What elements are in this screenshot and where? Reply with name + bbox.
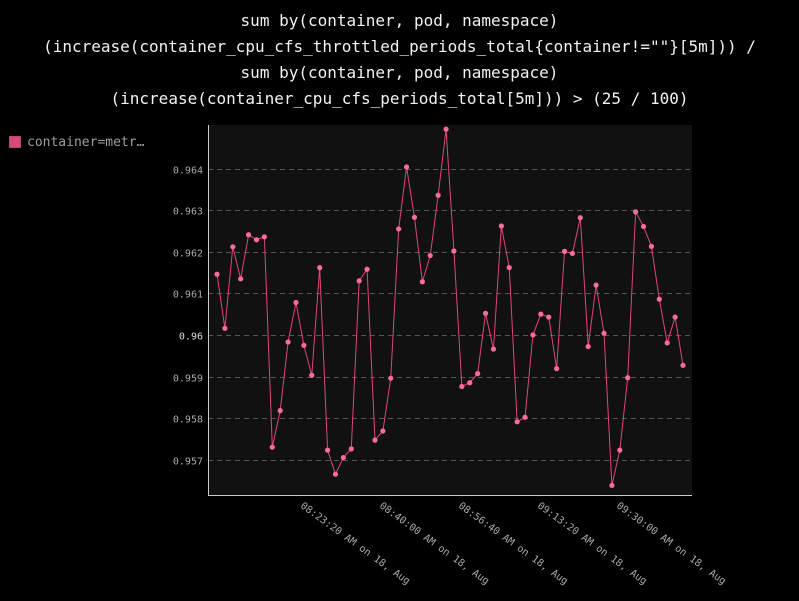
data-point[interactable]: [435, 192, 441, 198]
y-tick-label: 0.96: [179, 332, 203, 343]
data-point[interactable]: [593, 282, 599, 288]
y-tick-label: 0.964: [173, 166, 203, 177]
data-point[interactable]: [577, 215, 583, 221]
data-point[interactable]: [514, 419, 520, 425]
y-tick-label: 0.961: [173, 290, 203, 301]
data-point[interactable]: [261, 234, 267, 240]
data-point[interactable]: [672, 314, 678, 320]
data-point[interactable]: [585, 343, 591, 350]
data-point[interactable]: [285, 339, 291, 345]
y-tick-label: 0.958: [173, 415, 203, 426]
legend-swatch: [9, 136, 21, 148]
data-point[interactable]: [640, 223, 647, 230]
data-point[interactable]: [617, 447, 623, 453]
y-tick-label: 0.962: [173, 249, 203, 260]
chart-title-line-3: sum by(container, pod, namespace): [240, 63, 559, 82]
data-point[interactable]: [490, 346, 497, 352]
y-axis-ticks: 0.957 0.958 0.959 0.96 0.961 0.962 0.963 0.964: [173, 166, 203, 468]
series-line: [216, 129, 684, 486]
data-point[interactable]: [546, 314, 552, 320]
data-point[interactable]: [317, 265, 323, 271]
data-point[interactable]: [475, 371, 481, 377]
data-point[interactable]: [245, 232, 252, 238]
data-point[interactable]: [609, 482, 615, 489]
data-point[interactable]: [372, 437, 378, 443]
data-point[interactable]: [238, 276, 244, 282]
plot-background: [208, 125, 692, 495]
y-tick-label: 0.957: [173, 457, 203, 468]
data-point[interactable]: [293, 299, 299, 306]
data-point[interactable]: [324, 447, 331, 453]
axes: [208, 125, 692, 496]
data-point[interactable]: [253, 237, 260, 243]
data-point[interactable]: [427, 252, 433, 259]
data-point[interactable]: [443, 126, 449, 132]
data-point[interactable]: [530, 332, 536, 338]
data-point[interactable]: [277, 408, 283, 414]
data-point[interactable]: [332, 471, 339, 477]
data-point[interactable]: [467, 380, 473, 386]
data-point[interactable]: [356, 278, 362, 284]
data-point[interactable]: [656, 296, 662, 302]
legend-label: container=metr…: [27, 134, 145, 150]
data-point[interactable]: [396, 226, 402, 232]
data-point[interactable]: [538, 311, 544, 317]
data-point[interactable]: [309, 372, 315, 378]
data-point[interactable]: [451, 248, 457, 254]
data-point[interactable]: [301, 342, 307, 348]
chart-title-line-1: sum by(container, pod, namespace): [240, 11, 559, 30]
data-point[interactable]: [222, 325, 228, 331]
data-point[interactable]: [506, 265, 512, 271]
chart-title-line-2: (increase(container_cpu_cfs_throttled_pe…: [43, 37, 756, 56]
data-point[interactable]: [482, 310, 489, 316]
data-point[interactable]: [569, 250, 576, 257]
data-point[interactable]: [554, 366, 560, 372]
data-point[interactable]: [230, 244, 236, 250]
data-point[interactable]: [380, 428, 386, 434]
data-point[interactable]: [459, 383, 465, 390]
data-point[interactable]: [403, 164, 410, 170]
series: [214, 126, 686, 489]
data-point[interactable]: [601, 330, 607, 336]
data-point[interactable]: [648, 243, 655, 249]
data-point[interactable]: [498, 223, 504, 229]
y-tick-label: 0.959: [173, 374, 203, 385]
data-point[interactable]: [419, 279, 425, 285]
data-point[interactable]: [348, 446, 354, 452]
data-point[interactable]: [269, 444, 275, 450]
data-point[interactable]: [664, 340, 670, 346]
data-point[interactable]: [522, 414, 528, 420]
data-point[interactable]: [214, 271, 220, 277]
data-point[interactable]: [561, 248, 568, 254]
data-point[interactable]: [411, 214, 418, 220]
chart-title-line-4: (increase(container_cpu_cfs_periods_tota…: [110, 89, 689, 108]
y-tick-label: 0.963: [173, 207, 203, 218]
legend[interactable]: container=metr…: [9, 133, 144, 151]
data-point[interactable]: [680, 362, 686, 368]
data-point[interactable]: [388, 375, 394, 381]
data-point[interactable]: [364, 266, 370, 272]
data-point[interactable]: [340, 454, 346, 461]
data-point[interactable]: [633, 209, 639, 215]
data-point[interactable]: [625, 375, 631, 381]
